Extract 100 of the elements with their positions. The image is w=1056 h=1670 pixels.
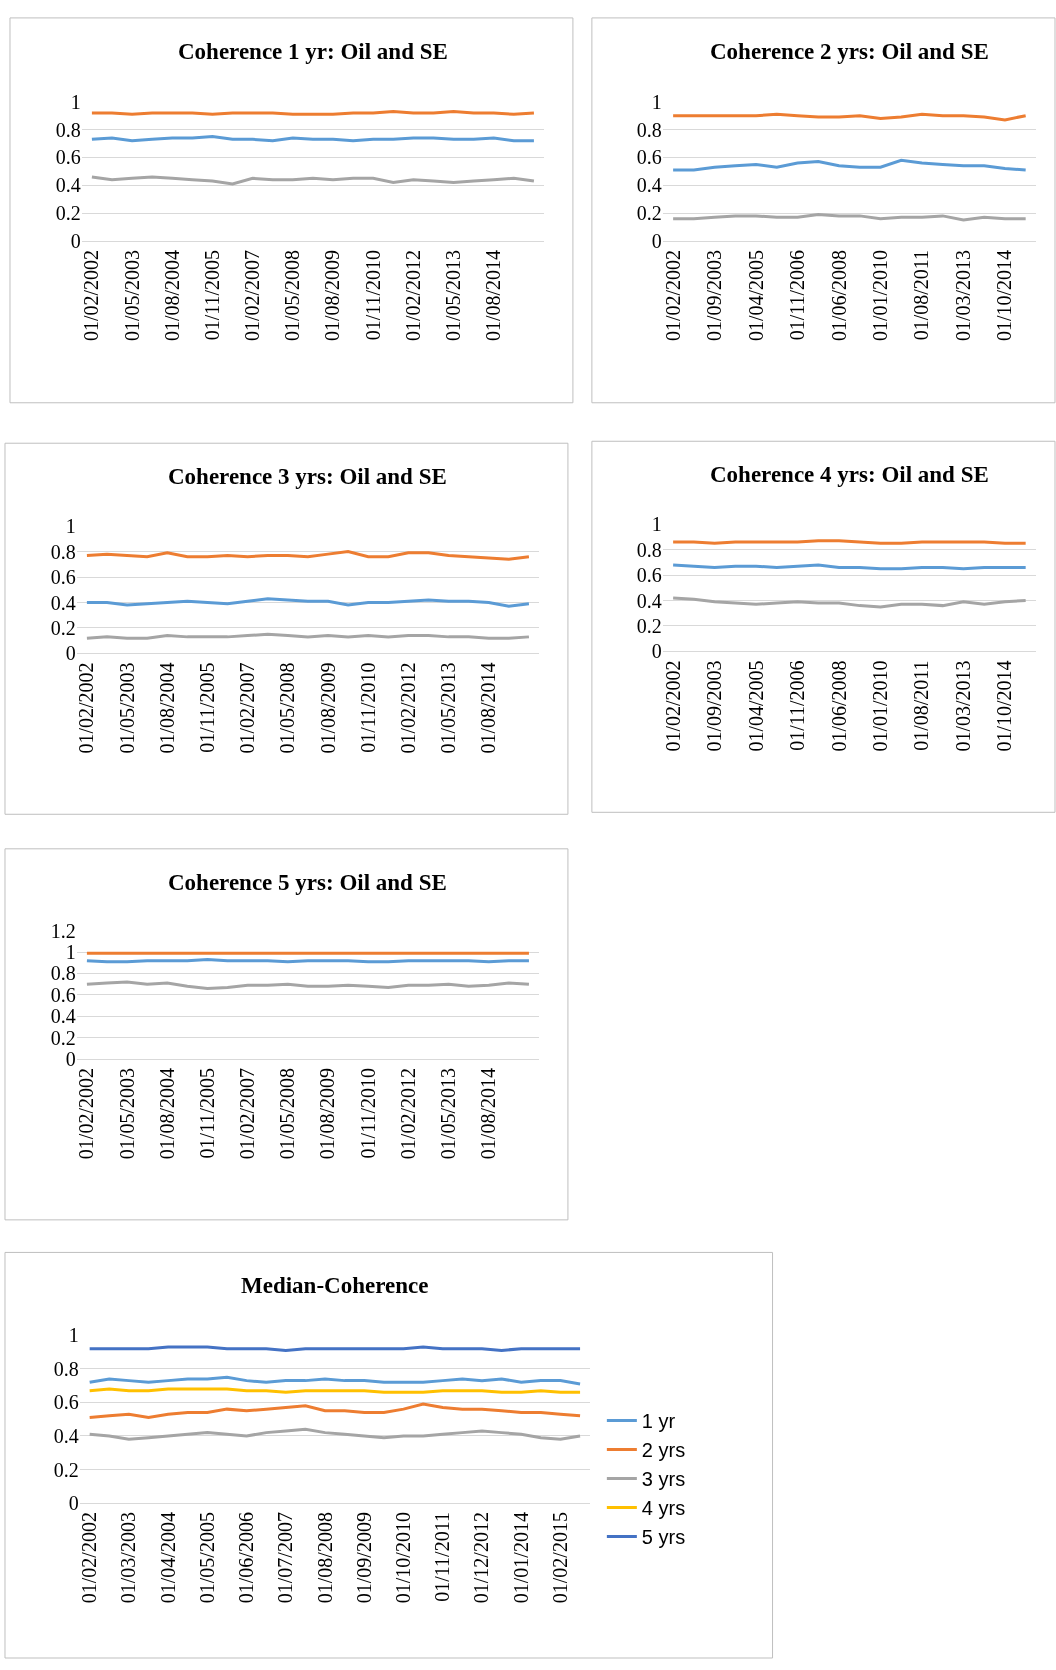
x-tick-label: 01/05/2008 bbox=[276, 1068, 299, 1160]
x-tick-label: 01/02/2007 bbox=[236, 1068, 259, 1160]
x-tick-label: 01/10/2014 bbox=[993, 249, 1016, 342]
y-tick-label: 0.4 bbox=[636, 174, 662, 197]
y-tick-label: 0.8 bbox=[636, 538, 662, 561]
x-tick-label: 01/02/2002 bbox=[80, 249, 103, 342]
x-tick-label: 01/05/2008 bbox=[281, 249, 304, 342]
x-tick-label: 01/08/2004 bbox=[155, 1068, 178, 1160]
y-tick-label: 0.6 bbox=[636, 146, 662, 169]
x-tick-label: 01/01/2014 bbox=[509, 1512, 532, 1604]
x-tick-label: 01/04/2005 bbox=[744, 660, 767, 752]
chart-title: Median-Coherence bbox=[241, 1273, 429, 1298]
x-tick-label: 01/03/2013 bbox=[951, 249, 974, 342]
y-tick-label: 0.4 bbox=[636, 589, 662, 612]
x-tick-label: 01/08/2008 bbox=[313, 1512, 336, 1604]
x-tick-label: 01/08/2004 bbox=[160, 249, 183, 342]
x-tick-label: 01/01/2010 bbox=[869, 249, 891, 342]
y-tick-label: 0.2 bbox=[636, 202, 662, 225]
x-tick-label: 01/03/2003 bbox=[117, 1512, 140, 1604]
x-tick-label: 01/11/2005 bbox=[200, 249, 223, 341]
y-tick-label: 0.8 bbox=[636, 118, 662, 141]
x-tick-label: 01/02/2015 bbox=[548, 1512, 571, 1604]
y-tick-label: 0.8 bbox=[50, 540, 76, 563]
y-tick-label: 0 bbox=[65, 1048, 76, 1071]
y-tick-label: 0.4 bbox=[55, 174, 81, 197]
y-tick-label: 0.2 bbox=[636, 614, 662, 637]
x-tick-label: 01/08/2004 bbox=[155, 662, 178, 754]
y-tick-label: 0.6 bbox=[55, 146, 81, 169]
y-tick-label: 1 bbox=[65, 941, 76, 964]
y-tick-label: 0 bbox=[68, 1492, 79, 1515]
x-tick-label: 01/10/2014 bbox=[993, 660, 1016, 752]
chart-title: Coherence 1 yr: Oil and SE bbox=[178, 39, 448, 64]
y-tick-label: 0.6 bbox=[50, 566, 76, 589]
x-tick-label: 01/11/2006 bbox=[786, 660, 809, 751]
legend-label: 4 yrs bbox=[641, 1497, 686, 1520]
x-tick-label: 01/11/2011 bbox=[431, 1512, 454, 1602]
x-tick-label: 01/02/2007 bbox=[236, 662, 259, 754]
x-tick-label: 01/03/2013 bbox=[951, 660, 974, 752]
x-tick-label: 01/08/2014 bbox=[482, 249, 505, 342]
x-tick-label: 01/11/2010 bbox=[356, 662, 379, 753]
line-series bbox=[88, 1427, 582, 1441]
y-tick-label: 0 bbox=[65, 642, 76, 665]
x-tick-label: 01/10/2010 bbox=[392, 1512, 415, 1604]
line-series bbox=[85, 980, 531, 990]
y-tick-label: 0.8 bbox=[55, 118, 81, 141]
x-tick-label: 01/01/2010 bbox=[869, 660, 891, 752]
y-tick-label: 0.2 bbox=[55, 202, 81, 225]
x-tick-label: 01/05/2013 bbox=[442, 249, 465, 342]
y-tick-label: 0.4 bbox=[50, 591, 76, 614]
x-tick-label: 01/02/2002 bbox=[661, 660, 684, 752]
y-tick-label: 0.6 bbox=[50, 983, 76, 1006]
chart-title: Coherence 5 yrs: Oil and SE bbox=[168, 870, 447, 895]
y-tick-label: 1.2 bbox=[50, 919, 76, 942]
x-tick-label: 01/12/2012 bbox=[470, 1512, 493, 1604]
line-series bbox=[90, 175, 536, 186]
x-tick-label: 01/08/2014 bbox=[477, 662, 500, 754]
x-tick-label: 01/09/2009 bbox=[352, 1512, 375, 1604]
y-tick-label: 1 bbox=[651, 90, 662, 113]
x-tick-label: 01/07/2007 bbox=[274, 1512, 297, 1604]
line-series bbox=[85, 597, 531, 608]
y-tick-label: 0.4 bbox=[53, 1424, 79, 1447]
x-tick-label: 01/02/2007 bbox=[241, 249, 264, 342]
x-tick-label: 01/11/2010 bbox=[361, 249, 384, 341]
y-tick-label: 0.4 bbox=[50, 1005, 76, 1028]
x-tick-label: 01/08/2014 bbox=[477, 1068, 500, 1160]
x-tick-label: 01/02/2002 bbox=[78, 1512, 101, 1604]
y-tick-label: 0.2 bbox=[50, 616, 76, 639]
x-tick-label: 01/06/2006 bbox=[235, 1512, 258, 1604]
x-tick-label: 01/05/2003 bbox=[115, 1068, 138, 1160]
x-tick-label: 01/11/2005 bbox=[195, 1068, 218, 1159]
y-tick-label: 0.2 bbox=[53, 1458, 79, 1481]
x-tick-label: 01/11/2006 bbox=[786, 249, 809, 341]
x-tick-label: 01/08/2009 bbox=[316, 662, 339, 754]
x-tick-label: 01/08/2011 bbox=[910, 249, 933, 341]
x-tick-label: 01/09/2003 bbox=[703, 660, 726, 752]
x-tick-label: 01/02/2002 bbox=[75, 1068, 98, 1160]
line-series bbox=[88, 1375, 582, 1386]
legend-label: 5 yrs bbox=[641, 1526, 686, 1549]
legend-label: 2 yrs bbox=[641, 1439, 686, 1462]
x-tick-label: 01/02/2002 bbox=[661, 249, 684, 342]
x-tick-label: 01/02/2012 bbox=[396, 1068, 419, 1160]
line-series bbox=[671, 596, 1028, 609]
y-tick-label: 1 bbox=[70, 90, 81, 113]
x-tick-label: 01/05/2013 bbox=[437, 662, 460, 754]
y-tick-label: 0 bbox=[651, 640, 662, 663]
y-tick-label: 0 bbox=[70, 229, 81, 252]
x-tick-label: 01/08/2011 bbox=[910, 660, 933, 751]
x-tick-label: 01/08/2009 bbox=[316, 1068, 339, 1160]
y-tick-label: 0.8 bbox=[50, 962, 76, 985]
y-tick-label: 0.8 bbox=[53, 1357, 79, 1380]
chart-title: Coherence 2 yrs: Oil and SE bbox=[710, 39, 989, 64]
y-tick-label: 0.2 bbox=[50, 1026, 76, 1049]
x-tick-label: 01/02/2012 bbox=[396, 662, 419, 754]
y-tick-label: 0 bbox=[651, 229, 662, 252]
y-tick-label: 1 bbox=[651, 513, 662, 536]
x-tick-label: 01/11/2010 bbox=[356, 1068, 379, 1159]
x-tick-label: 01/06/2008 bbox=[827, 249, 850, 342]
x-tick-label: 01/05/2005 bbox=[195, 1512, 218, 1604]
x-tick-label: 01/05/2003 bbox=[120, 249, 143, 342]
x-tick-label: 01/05/2013 bbox=[437, 1068, 460, 1160]
